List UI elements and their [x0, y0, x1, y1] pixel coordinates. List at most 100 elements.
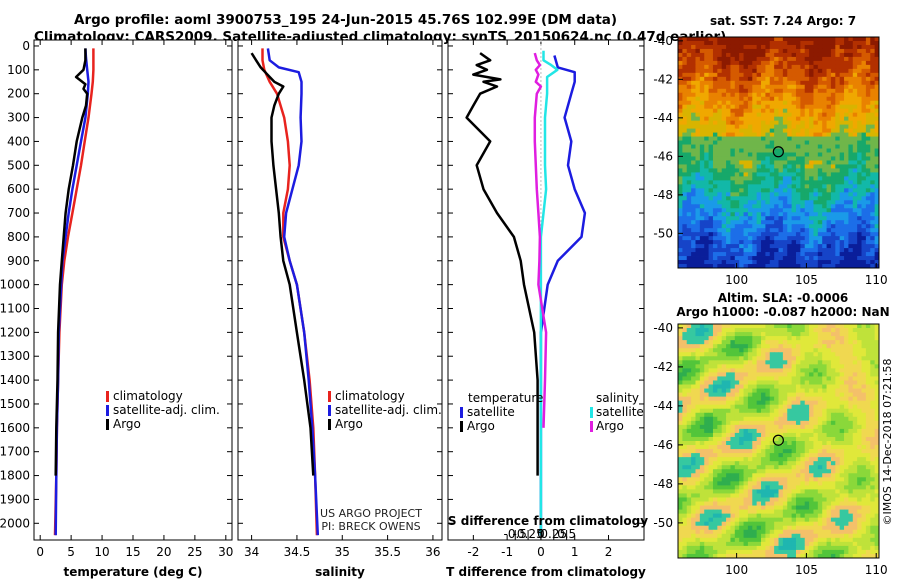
legend-label: Argo	[467, 419, 495, 433]
map-cell	[778, 112, 784, 118]
map-cell	[839, 432, 845, 438]
map-cell	[865, 360, 871, 365]
map-cell	[765, 396, 771, 402]
map-cell	[804, 420, 810, 426]
map-cell	[747, 80, 753, 86]
map-cell	[787, 493, 793, 498]
map-cell	[678, 80, 683, 86]
map-cell	[844, 469, 849, 474]
map-cell	[787, 481, 793, 486]
map-cell	[682, 493, 688, 498]
map-cell	[730, 104, 736, 110]
map-cell	[809, 356, 814, 361]
map-cell	[865, 88, 871, 94]
map-cell	[686, 364, 692, 369]
map-cell	[804, 148, 810, 153]
map-cell	[795, 96, 801, 102]
map-cell	[699, 128, 705, 133]
series-s-argo	[533, 52, 548, 428]
map-cell	[787, 473, 793, 478]
map-cell	[704, 408, 709, 414]
map-cell	[778, 324, 784, 329]
map-cell	[682, 144, 688, 149]
map-cell	[712, 164, 718, 169]
map-cell	[839, 344, 845, 349]
map-cell	[848, 232, 854, 237]
map-cell	[747, 372, 753, 377]
map-cell	[852, 404, 858, 410]
map-cell	[822, 228, 827, 233]
map-cell	[743, 92, 749, 98]
map-cell	[717, 204, 723, 209]
map-cell	[691, 184, 696, 189]
map-cell	[822, 60, 827, 66]
map-cell	[800, 485, 806, 490]
map-cell	[804, 248, 810, 253]
map-cell	[857, 220, 862, 225]
map-cell	[708, 485, 714, 490]
map-cell	[791, 128, 797, 133]
depth-tick-label: 200	[7, 87, 30, 101]
map-cell	[830, 388, 836, 393]
map-cell	[730, 481, 736, 486]
map-cell	[769, 168, 775, 173]
map-cell	[848, 116, 854, 122]
map-cell	[761, 416, 766, 422]
map-cell	[804, 404, 810, 410]
map-cell	[848, 396, 854, 402]
map-cell	[739, 436, 744, 442]
map-cell	[791, 432, 797, 438]
map-cell	[739, 212, 744, 217]
map-cell	[752, 240, 758, 245]
map-cell	[734, 136, 740, 141]
map-cell	[800, 88, 806, 94]
map-cell	[857, 212, 862, 217]
map-cell	[870, 388, 876, 393]
map-cell	[795, 436, 801, 442]
map-cell	[704, 396, 709, 402]
map-cell	[817, 52, 823, 58]
map-cell	[795, 457, 801, 462]
map-cell	[747, 56, 753, 62]
map-cell	[730, 96, 736, 102]
map-cell	[691, 224, 696, 229]
x-tick-label: -1	[501, 545, 513, 559]
map-cell	[826, 212, 832, 217]
map-cell	[795, 92, 801, 98]
map-cell	[752, 324, 758, 329]
map-cell	[800, 76, 806, 82]
map-cell	[774, 412, 779, 418]
map-cell	[804, 188, 810, 193]
map-cell	[809, 344, 814, 349]
map-cell	[769, 40, 775, 46]
map-cell	[800, 260, 806, 265]
map-cell	[830, 68, 836, 74]
map-cell	[782, 481, 788, 486]
map-cell	[778, 172, 784, 177]
map-cell	[830, 132, 836, 137]
map-cell	[761, 376, 766, 381]
map-cell	[848, 124, 854, 129]
map-cell	[804, 112, 810, 118]
map-cell	[800, 493, 806, 498]
map-cell	[726, 192, 731, 197]
map-cell	[739, 220, 744, 225]
map-cell	[800, 112, 806, 118]
map-cell	[809, 60, 814, 66]
map-cell	[726, 224, 731, 229]
map-cell	[835, 477, 841, 482]
map-cell	[813, 80, 819, 86]
map-cell	[686, 228, 692, 233]
map-cell	[791, 340, 797, 345]
map-cell	[826, 340, 832, 345]
map-cell	[747, 457, 753, 462]
map-cell	[678, 340, 683, 345]
map-cell	[857, 248, 862, 253]
map-cell	[800, 388, 806, 393]
map-cell	[712, 96, 718, 102]
map-cell	[721, 485, 727, 490]
map-cell	[717, 116, 723, 122]
map-cell	[756, 248, 762, 253]
map-cell	[765, 180, 771, 185]
map-cell	[761, 252, 766, 257]
